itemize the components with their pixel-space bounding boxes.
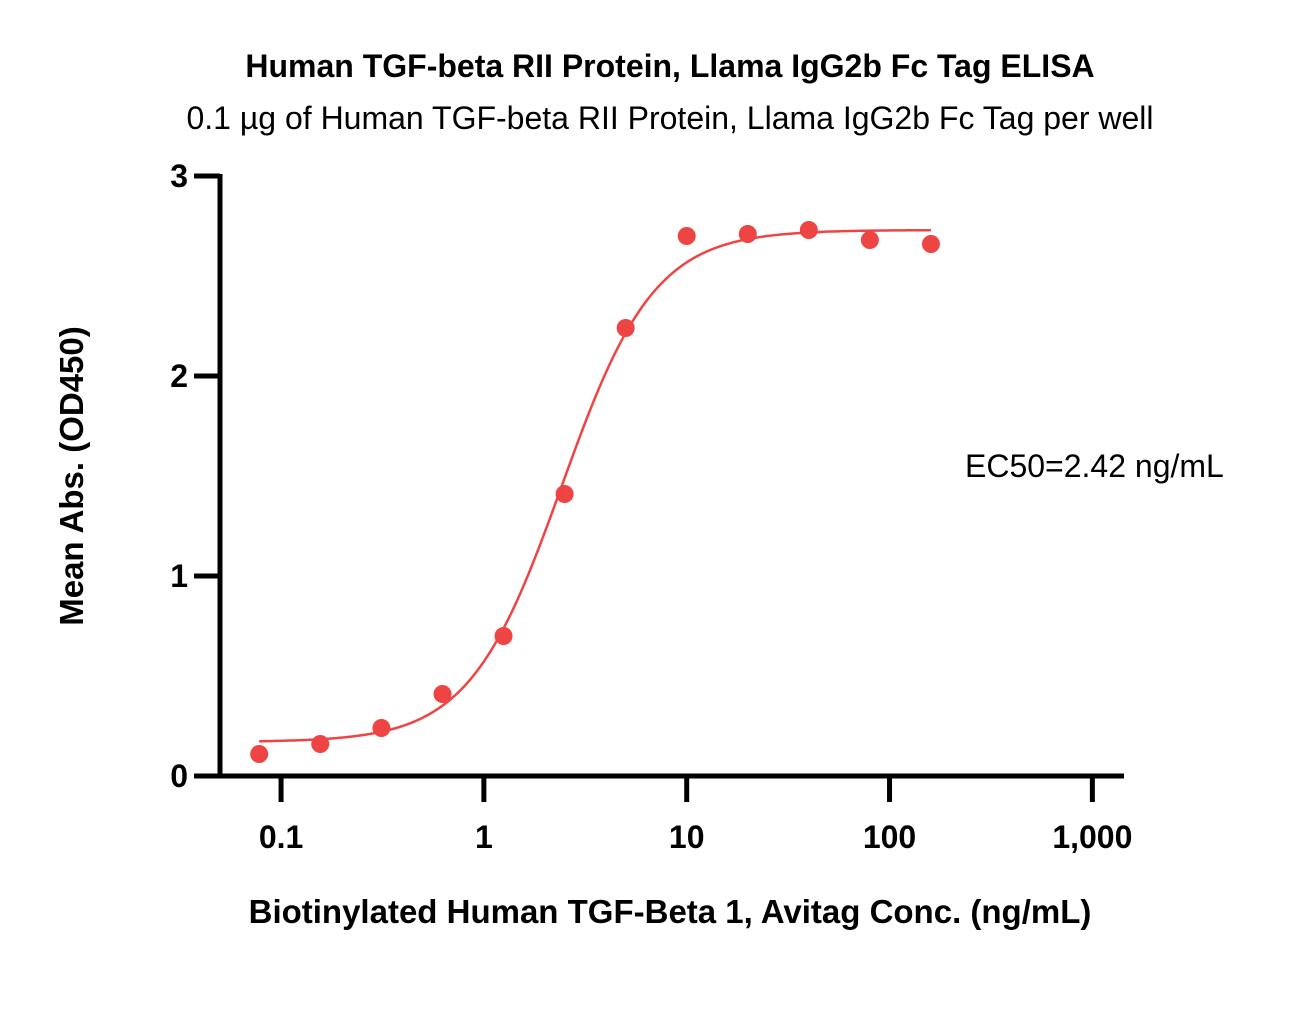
x-tick-label: 1,000 <box>1052 819 1132 855</box>
y-tick-label: 2 <box>170 358 188 394</box>
data-point <box>799 221 818 239</box>
data-point <box>555 485 574 503</box>
data-point <box>677 227 696 245</box>
y-tick-label: 1 <box>170 558 188 594</box>
chart-title: Human TGF-beta RII Protein, Llama IgG2b … <box>245 48 1095 84</box>
data-point <box>311 735 330 753</box>
x-tick-label: 0.1 <box>259 819 303 855</box>
data-point <box>921 235 940 253</box>
data-point <box>372 719 391 737</box>
data-points-group <box>250 221 940 763</box>
data-point <box>494 627 513 645</box>
ec50-annotation: EC50=2.42 ng/mL <box>965 448 1224 484</box>
fit-curve-group <box>259 228 931 743</box>
y-axis-label: Mean Abs. (OD450) <box>53 326 90 626</box>
data-point <box>433 685 452 703</box>
data-point <box>616 319 635 337</box>
data-point <box>738 225 757 243</box>
x-tick-label: 1 <box>475 819 493 855</box>
y-tick-label: 0 <box>170 758 188 794</box>
y-tick-label: 3 <box>170 158 188 194</box>
data-point <box>250 745 269 763</box>
x-axis-label: Biotinylated Human TGF-Beta 1, Avitag Co… <box>248 893 1092 930</box>
x-tick-label: 10 <box>669 819 705 855</box>
data-point <box>860 231 879 249</box>
axes: 0 1 2 3 0.1 1 10 100 1,000 <box>170 158 1132 855</box>
chart-subtitle: 0.1 µg of Human TGF-beta RII Protein, Ll… <box>186 100 1154 136</box>
fit-curve <box>259 228 931 743</box>
x-tick-label: 100 <box>863 819 916 855</box>
